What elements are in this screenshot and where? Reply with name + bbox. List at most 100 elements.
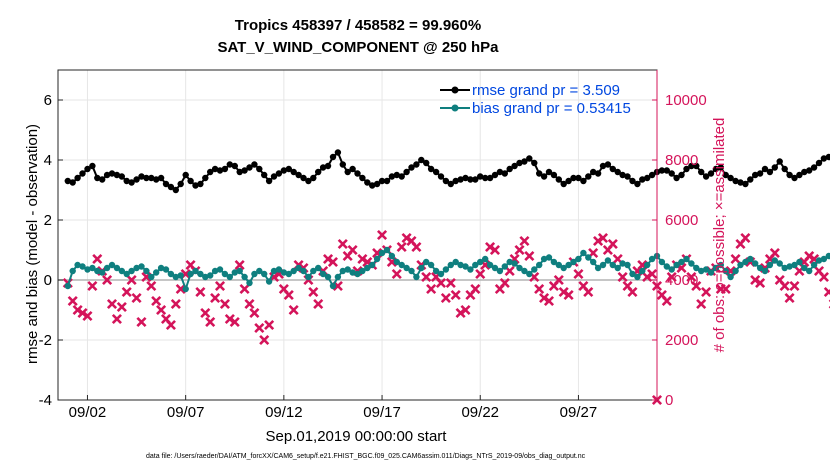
bias-point bbox=[629, 270, 636, 278]
bias-point bbox=[157, 264, 165, 272]
bias-point bbox=[639, 267, 646, 275]
bias-point bbox=[359, 267, 366, 275]
rmse-point bbox=[511, 162, 518, 170]
legend-rmse-marker bbox=[451, 86, 459, 94]
obs-marker bbox=[214, 280, 226, 292]
obs-marker bbox=[519, 235, 530, 247]
bias-point bbox=[143, 267, 150, 275]
bias-point bbox=[663, 263, 670, 270]
bias-point bbox=[550, 258, 558, 266]
obs-marker bbox=[818, 271, 829, 283]
bias-point bbox=[378, 249, 386, 257]
rmse-point bbox=[452, 177, 459, 185]
obs-marker bbox=[131, 292, 142, 304]
rmse-point bbox=[486, 174, 494, 182]
rmse-point bbox=[801, 168, 808, 176]
rmse-point bbox=[727, 174, 734, 182]
rmse-point bbox=[324, 162, 332, 170]
obs-marker bbox=[460, 304, 471, 316]
rmse-point bbox=[133, 176, 140, 183]
rmse-point bbox=[658, 167, 666, 174]
rmse-point bbox=[540, 173, 548, 180]
bias-point bbox=[108, 261, 116, 269]
bias-point bbox=[275, 266, 283, 273]
bias-point bbox=[707, 269, 715, 276]
rmse-point bbox=[423, 159, 430, 167]
rmse-point bbox=[123, 177, 130, 185]
bias-point bbox=[806, 267, 813, 275]
rmse-point bbox=[442, 177, 450, 185]
rmse-point bbox=[207, 168, 214, 176]
rmse-point bbox=[197, 180, 204, 188]
rmse-point bbox=[791, 174, 798, 182]
bias-point bbox=[599, 261, 607, 269]
rmse-point bbox=[413, 161, 420, 168]
rmse-point bbox=[177, 180, 184, 188]
bias-point bbox=[148, 273, 155, 281]
obs-marker bbox=[445, 277, 456, 289]
obs-marker bbox=[92, 253, 103, 265]
x-tick-label: 09/27 bbox=[560, 404, 598, 421]
rmse-point bbox=[359, 174, 366, 182]
bias-point bbox=[305, 273, 312, 281]
bias-point bbox=[747, 255, 754, 263]
obs-marker bbox=[175, 283, 186, 295]
rmse-point bbox=[516, 159, 523, 167]
bias-point bbox=[310, 267, 317, 275]
bias-point bbox=[315, 264, 322, 272]
rmse-point bbox=[118, 173, 126, 180]
obs-marker bbox=[337, 238, 348, 250]
y-left-axis-label: rmse and bias (model - observation) bbox=[24, 124, 41, 364]
rmse-point bbox=[599, 162, 607, 170]
obs-marker bbox=[740, 232, 751, 244]
rmse-point bbox=[531, 159, 538, 167]
rmse-point bbox=[506, 165, 513, 173]
obs-marker bbox=[146, 280, 157, 292]
rmse-point bbox=[315, 168, 322, 176]
obs-marker bbox=[789, 280, 800, 292]
bias-point bbox=[786, 263, 793, 270]
rmse-point bbox=[644, 174, 651, 182]
legend-bias-label: bias grand pr = 0.53415 bbox=[472, 100, 631, 117]
obs-marker bbox=[804, 250, 815, 262]
bias-point bbox=[285, 270, 292, 278]
obs-marker bbox=[165, 319, 176, 331]
obs-marker bbox=[249, 307, 260, 319]
obs-marker bbox=[823, 286, 830, 298]
rmse-point bbox=[585, 173, 592, 180]
y-right-axis-ticks: 0 2000 4000 6000 8000 10000 bbox=[652, 70, 707, 409]
bias-point bbox=[162, 266, 170, 273]
bias-point bbox=[619, 260, 626, 267]
rmse-point bbox=[148, 174, 155, 182]
y-right-tick-label: 10000 bbox=[665, 92, 707, 109]
rmse-point bbox=[69, 179, 76, 186]
rmse-point bbox=[820, 155, 828, 162]
rmse-point bbox=[437, 173, 445, 180]
rmse-point bbox=[702, 173, 710, 180]
y-right-tick-label: 4000 bbox=[665, 272, 698, 289]
bias-point bbox=[756, 264, 764, 272]
rmse-point bbox=[432, 168, 440, 176]
rmse-point bbox=[550, 171, 558, 179]
rmse-point bbox=[707, 170, 715, 177]
obs-marker bbox=[313, 298, 324, 310]
obs-marker bbox=[106, 298, 118, 310]
obs-marker bbox=[82, 310, 93, 322]
bias-point bbox=[820, 255, 828, 263]
bias-point bbox=[737, 261, 744, 269]
rmse-point bbox=[761, 165, 769, 173]
x-tick-label: 09/12 bbox=[265, 404, 303, 421]
bias-point bbox=[408, 267, 415, 275]
bias-point bbox=[580, 249, 587, 257]
obs-marker bbox=[377, 229, 388, 241]
rmse-point bbox=[619, 171, 626, 179]
bias-point bbox=[324, 273, 332, 281]
rmse-point bbox=[796, 171, 803, 179]
bias-point bbox=[673, 261, 680, 269]
bias-point bbox=[668, 266, 675, 273]
bias-point bbox=[133, 264, 140, 272]
obs-marker bbox=[327, 256, 338, 268]
obs-marker bbox=[534, 283, 545, 295]
rmse-point bbox=[575, 174, 582, 182]
rmse-point bbox=[693, 162, 700, 170]
